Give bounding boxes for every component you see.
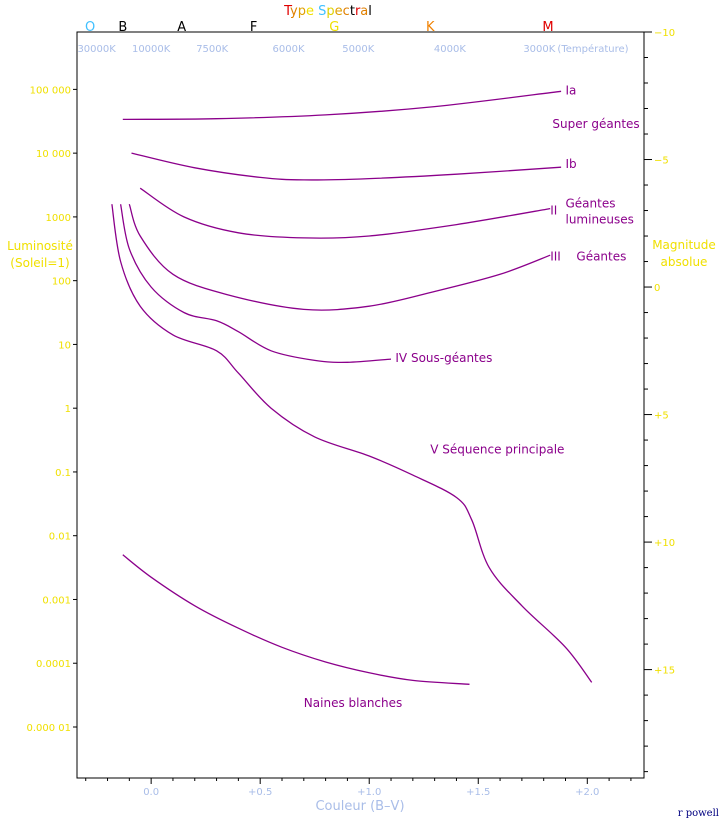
y-tick-left-label: 1000 <box>46 213 71 224</box>
x-tick-label: +1.5 <box>466 787 490 798</box>
y-tick-left-label: 10 <box>58 340 71 351</box>
chart-title: Type Spectral <box>283 4 372 19</box>
title-letter: y <box>290 4 298 19</box>
curve-ib <box>131 152 562 181</box>
spectral-class-g: G <box>329 20 339 35</box>
annotation-wd: Naines blanches <box>304 696 402 710</box>
title-letter: e <box>335 4 343 19</box>
spectral-class-o: O <box>85 20 95 35</box>
y-axis-right-label-line1: Magnitude <box>652 238 716 252</box>
annotation-super: Super géantes <box>552 117 639 131</box>
y-tick-left-label: 0.1 <box>55 468 71 479</box>
temperature-tick-label: 30000K <box>77 44 116 55</box>
title-letter: S <box>318 4 326 19</box>
curve-v <box>111 204 593 683</box>
curve-ia <box>122 90 562 121</box>
temperature-tick-label: 10000K <box>132 44 171 55</box>
title-letter: c <box>343 4 350 19</box>
title-letter: T <box>283 4 292 19</box>
title-letter: l <box>368 4 372 19</box>
title-letter: e <box>306 4 314 19</box>
annotation-ia: Ia <box>565 84 576 98</box>
y-axis-left-label-line2: (Soleil=1) <box>10 256 69 270</box>
curve-iv <box>119 204 392 364</box>
luminosity-class-curves <box>111 90 593 685</box>
title-letter: a <box>360 4 368 19</box>
temperature-axis-label: (Température) <box>557 43 628 55</box>
annotation-ii: II <box>550 204 557 218</box>
y-tick-left-label: 0.01 <box>49 532 71 543</box>
annotation-geantes: Géantes <box>576 249 626 263</box>
spectral-class-m: M <box>542 20 553 35</box>
title-letter: t <box>350 4 355 19</box>
temperature-tick-label: 7500K <box>196 44 228 55</box>
annotation-ib: Ib <box>565 157 576 171</box>
curve-ii <box>139 187 551 239</box>
spectral-class-b: B <box>118 20 127 35</box>
y-tick-left-label: 0.000 01 <box>26 723 71 734</box>
y-axis-left-label-line1: Luminosité <box>7 239 73 253</box>
temperature-tick-label: 4000K <box>434 44 466 55</box>
y-tick-left-label: 10 000 <box>36 149 71 160</box>
spectral-type-title: Type Spectral <box>283 4 372 19</box>
spectral-class-a: A <box>177 20 186 35</box>
title-letter: p <box>326 4 334 19</box>
magnitude-tick-label: −5 <box>654 156 669 167</box>
y-tick-left-label: 0.001 <box>42 595 71 606</box>
title-letter: r <box>355 4 361 19</box>
x-tick-label: +2.0 <box>575 787 599 798</box>
x-tick-label: 0.0 <box>143 787 159 798</box>
y-tick-left-label: 100 000 <box>30 85 71 96</box>
temperature-labels: 30000K 10000K 7500K 6000K 5000K 4000K 3000K <box>77 44 555 55</box>
y-tick-left-label: 1 <box>65 404 71 415</box>
spectral-class-k: K <box>426 20 435 35</box>
credit-text: r powell <box>678 808 719 819</box>
temperature-tick-label: 5000K <box>342 44 374 55</box>
y-axis-right-label-line2: absolue <box>661 255 708 269</box>
temperature-tick-label: 6000K <box>273 44 305 55</box>
magnitude-tick-label: +15 <box>654 666 675 677</box>
annotation-geantes-lum-2: lumineuses <box>565 212 633 226</box>
magnitude-tick-label: 0 <box>654 283 660 294</box>
y-tick-left-label: 0.0001 <box>36 659 71 670</box>
curve-iii <box>128 203 551 311</box>
annotation-iv: IV Sous-géantes <box>395 351 492 365</box>
temperature-tick-label: 3000K <box>523 44 555 55</box>
magnitude-tick-label: +10 <box>654 538 675 549</box>
curve-naines-blanches <box>122 554 470 685</box>
x-tick-label: +0.5 <box>248 787 272 798</box>
x-axis-label: Couleur (B–V) <box>315 799 404 814</box>
y-tick-left-label: 100 <box>52 277 71 288</box>
plot-frame <box>76 31 645 779</box>
annotation-iii: III <box>550 249 561 263</box>
title-letter: p <box>298 4 306 19</box>
x-tick-label: +1.0 <box>357 787 381 798</box>
annotation-v: V Séquence principale <box>430 443 564 457</box>
magnitude-tick-label: +5 <box>654 411 669 422</box>
magnitude-tick-label: −10 <box>654 28 675 39</box>
annotation-geantes-lum-1: Géantes <box>565 197 615 211</box>
spectral-class-f: F <box>250 20 257 35</box>
